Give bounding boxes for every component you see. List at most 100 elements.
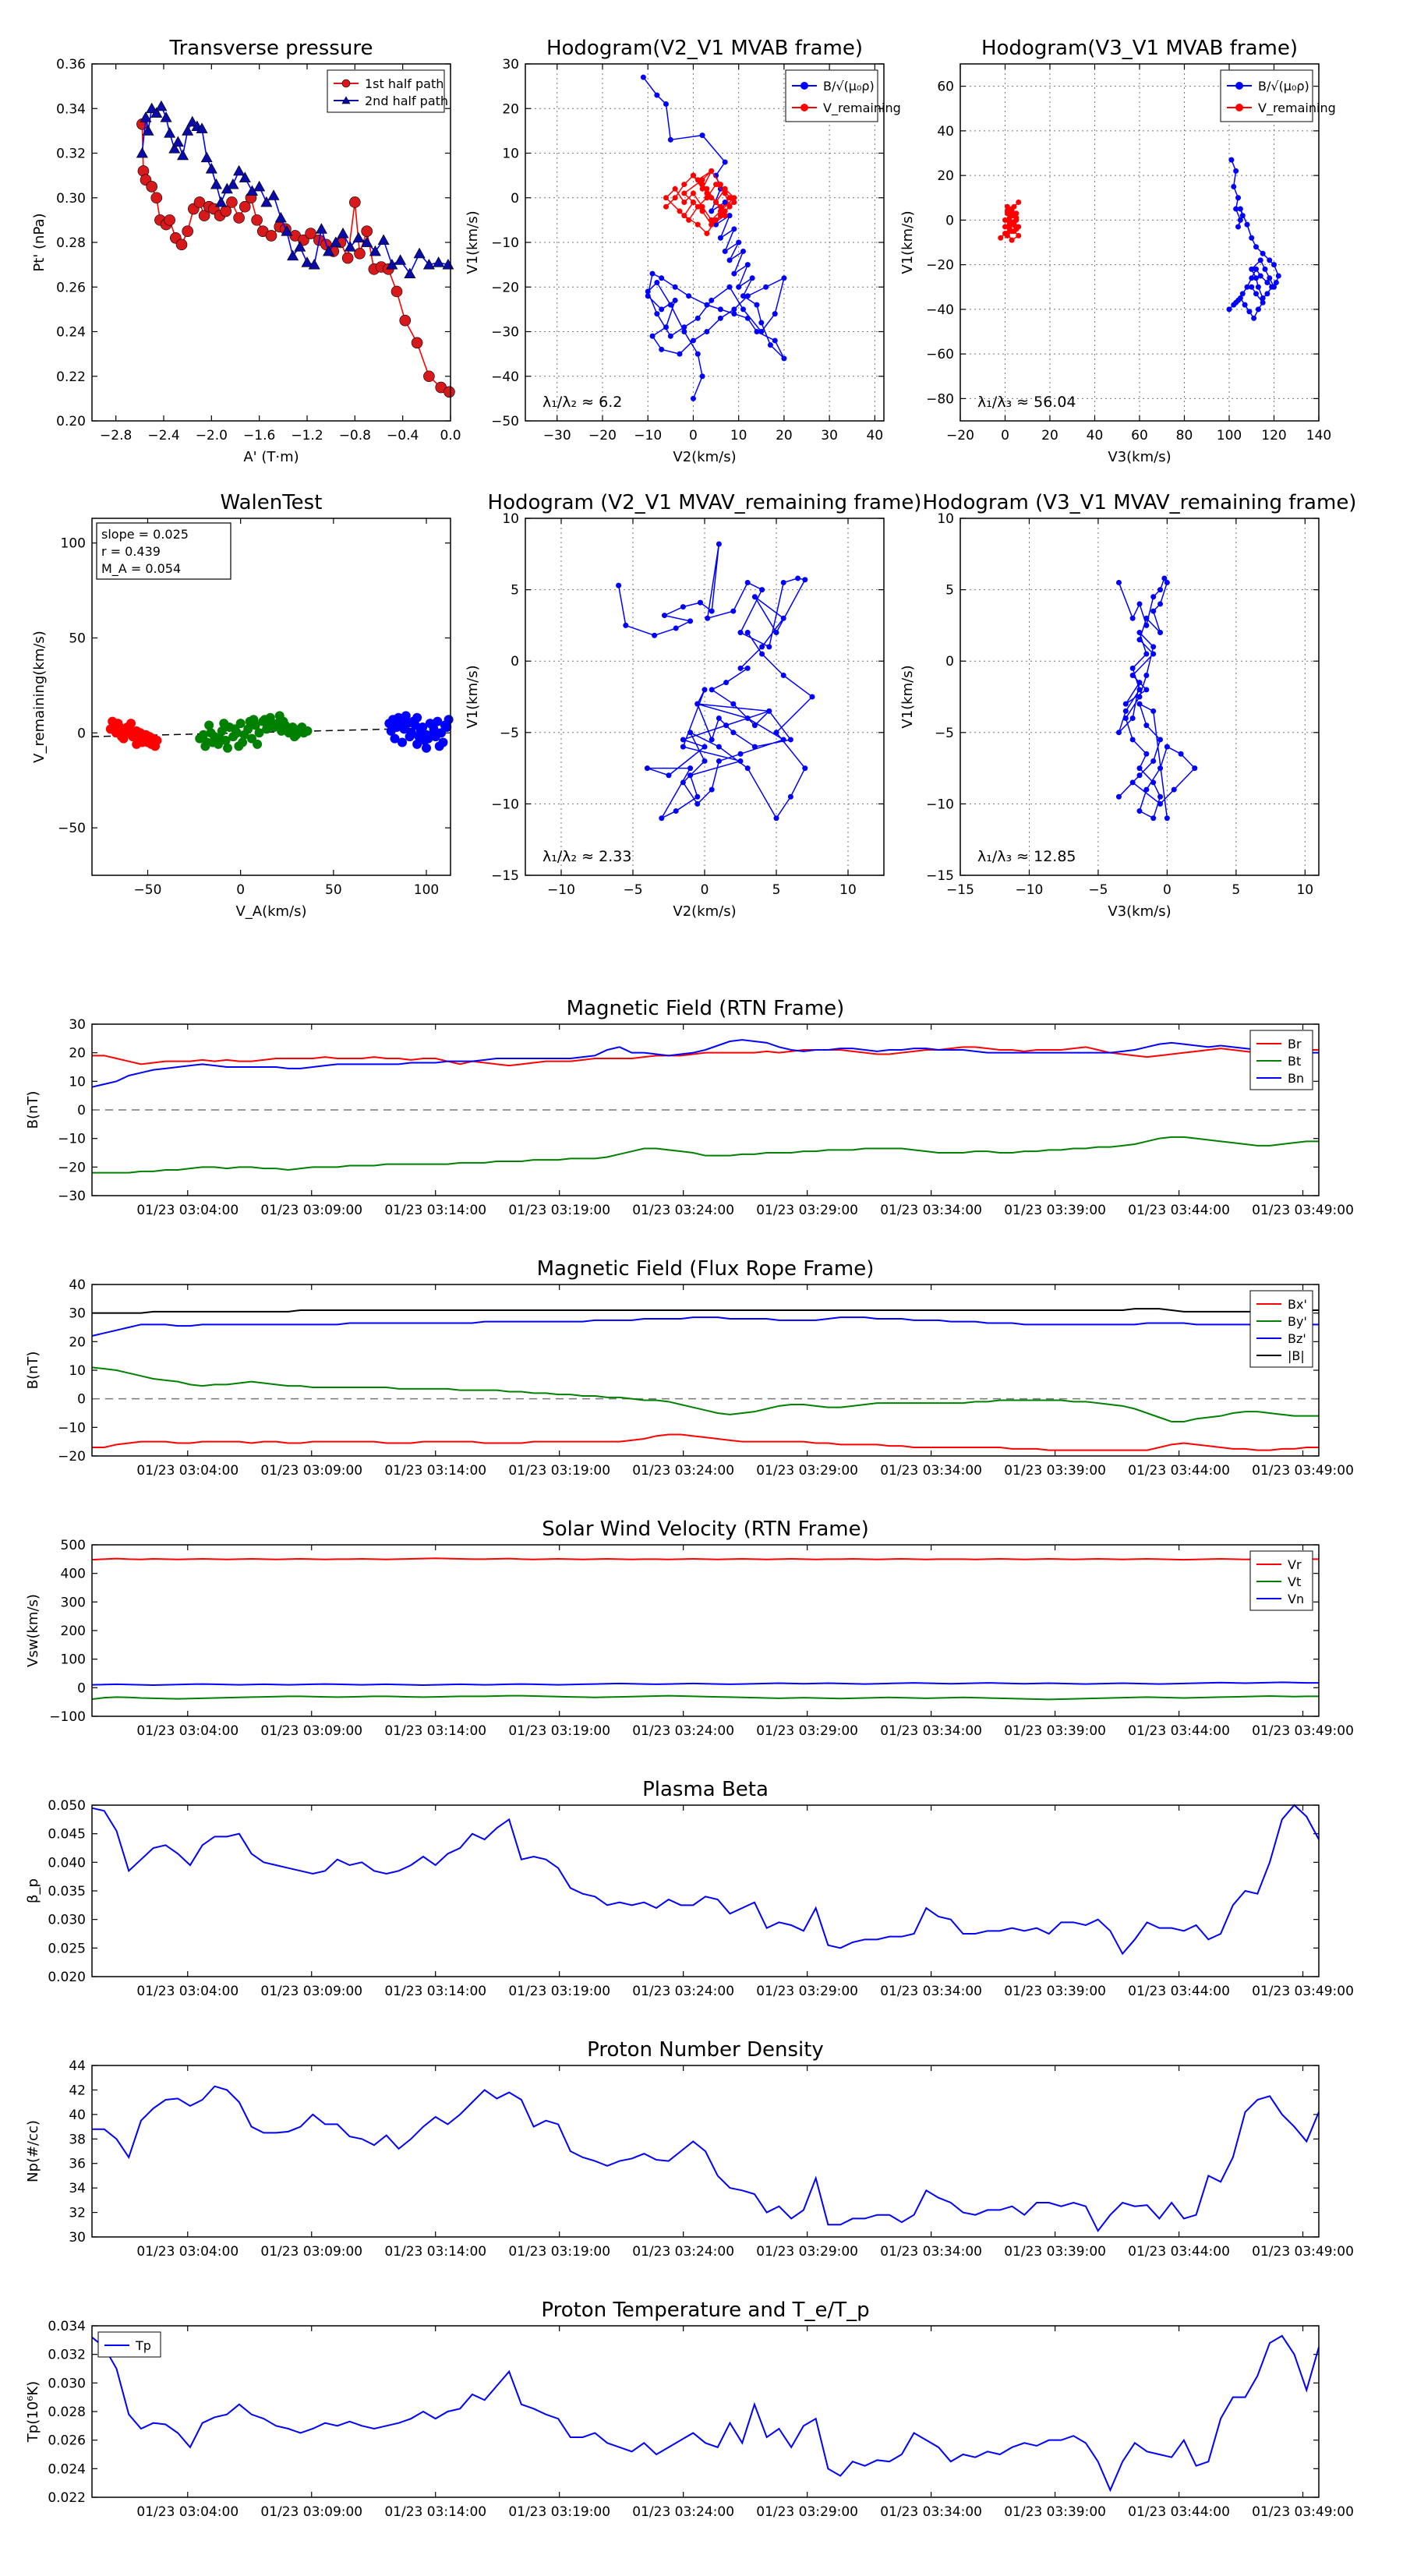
data-point — [726, 257, 733, 263]
data-point — [423, 733, 433, 744]
data-point — [1143, 786, 1150, 793]
data-point — [751, 723, 758, 729]
data-point — [294, 241, 306, 252]
chart-walen: −50 0 50 100 −50 0 50 100 WalenTest V_A(km/s) V_re… — [31, 491, 454, 920]
data-point — [690, 199, 696, 205]
y-tick-label: 44 — [69, 2058, 86, 2074]
chart-title: Transverse pressure — [169, 37, 373, 60]
data-point — [744, 579, 751, 585]
data-point — [233, 164, 246, 176]
y-tick-label: 38 — [69, 2132, 86, 2147]
chart-pt: 0.20 0.22 0.24 0.26 0.28 0.30 0.32 0.34 0.36 −2.8… — [31, 37, 461, 465]
data-point — [709, 195, 715, 201]
y-tick-label: 0.36 — [56, 57, 86, 72]
x-axis-label: V_A(km/s) — [235, 903, 306, 920]
data-point — [713, 199, 719, 205]
time-tick-label: 01/23 03:44:00 — [1128, 2244, 1230, 2260]
data-point — [168, 143, 181, 154]
data-point — [132, 739, 142, 749]
data-point — [1122, 708, 1129, 714]
x-tick-label: −20 — [588, 428, 617, 443]
data-point — [709, 168, 715, 174]
data-point — [690, 337, 696, 344]
time-tick-label: 01/23 03:04:00 — [136, 2244, 239, 2260]
time-tick-label: 01/23 03:24:00 — [632, 1463, 734, 1479]
data-point — [1016, 232, 1022, 239]
time-tick-label: 01/23 03:39:00 — [1004, 2504, 1106, 2520]
chart-title: Proton Number Density — [587, 2038, 824, 2062]
data-point — [1237, 206, 1243, 212]
data-point — [730, 701, 737, 707]
data-point — [731, 270, 737, 277]
data-point — [391, 285, 403, 298]
data-point — [1009, 237, 1015, 243]
y-tick-label: −50 — [491, 414, 519, 429]
data-point — [1161, 575, 1168, 581]
y-tick-label: 34 — [69, 2181, 86, 2196]
y-tick-label: 0.040 — [48, 1855, 86, 1871]
data-point — [694, 793, 701, 800]
y-tick-label: 0.028 — [48, 2405, 86, 2420]
series-line-b — [92, 1308, 1319, 1314]
data-point — [731, 226, 737, 232]
data-point — [215, 196, 228, 207]
y-tick-label: 0.20 — [56, 414, 86, 429]
data-point — [654, 92, 660, 98]
data-point — [1253, 275, 1259, 281]
plot-frame — [91, 1284, 1320, 1457]
data-point — [1136, 808, 1143, 814]
y-tick-label: −10 — [491, 235, 519, 251]
x-tick-label: 60 — [1131, 428, 1148, 443]
data-point — [694, 221, 701, 228]
plot-frame — [91, 1023, 1320, 1196]
y-tick-label: −30 — [58, 1189, 86, 1204]
time-tick-label: 01/23 03:44:00 — [1128, 1463, 1230, 1479]
data-point — [1157, 765, 1164, 772]
data-point — [640, 74, 646, 80]
legend: Bx' By' Bz' |B| — [1249, 1290, 1313, 1368]
data-point — [705, 615, 711, 621]
data-point — [1004, 210, 1010, 217]
time-tick-label: 01/23 03:49:00 — [1252, 1203, 1354, 1218]
data-point — [1157, 601, 1164, 607]
data-point — [1004, 203, 1010, 210]
data-point — [1129, 665, 1136, 671]
data-point — [422, 743, 432, 753]
data-point — [677, 351, 683, 357]
data-point — [253, 739, 263, 749]
x-tick-label: 10 — [839, 882, 857, 898]
x-tick-label: −1.2 — [291, 428, 323, 443]
y-tick-label: 0 — [945, 654, 954, 670]
data-point — [722, 190, 728, 196]
data-point — [699, 182, 705, 188]
data-point — [1129, 715, 1136, 721]
data-point — [709, 687, 715, 693]
chart-hodo21: −50 −40 −30 −20 −10 0 10 20 30 −30 −20 −10 0 10 20 30 40… — [465, 37, 901, 465]
chart-beta: 0.020 0.025 0.030 0.035 0.040 0.045 0.050 01/23… — [25, 1778, 1354, 1999]
chart-title: Plasma Beta — [642, 1778, 769, 1801]
x-tick-label: 0 — [1001, 428, 1009, 443]
y-tick-label: 20 — [937, 168, 954, 184]
y-tick-label: 50 — [69, 631, 86, 646]
data-point — [308, 259, 320, 270]
data-point — [217, 726, 227, 736]
y-tick-label: 20 — [69, 1046, 86, 1062]
y-tick-label: 32 — [69, 2206, 86, 2221]
data-point — [337, 227, 349, 239]
data-point — [253, 180, 266, 192]
y-tick-label: −20 — [491, 280, 519, 295]
data-point — [780, 615, 786, 621]
x-tick-label: −5 — [1088, 882, 1108, 898]
x-axis-label: A' (T·m) — [243, 449, 299, 465]
data-point — [654, 311, 660, 317]
stats-line: M_A = 0.054 — [101, 561, 181, 577]
x-tick-label: −2.4 — [147, 428, 179, 443]
data-point — [744, 765, 751, 772]
data-point — [146, 181, 157, 193]
time-tick-label: 01/23 03:24:00 — [632, 1723, 734, 1739]
data-point — [680, 604, 686, 610]
data-point — [377, 234, 390, 246]
